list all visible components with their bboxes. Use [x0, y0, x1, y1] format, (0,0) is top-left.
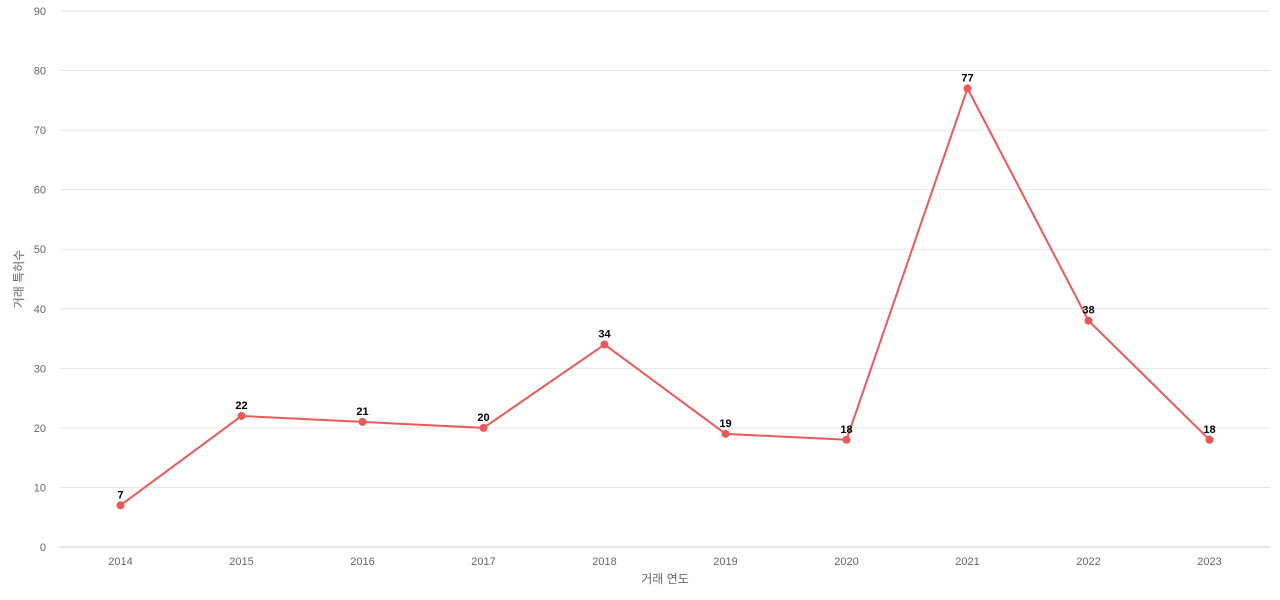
- x-tick-label: 2021: [955, 556, 979, 568]
- data-label: 77: [961, 72, 973, 84]
- data-labels: 7 22 21 20 34 19 18 77 38 18: [117, 72, 1215, 501]
- y-tick-label: 10: [34, 482, 46, 494]
- x-axis-title: 거래 연도: [641, 572, 689, 586]
- grid-lines: [60, 10, 1270, 548]
- data-point[interactable]: [1084, 316, 1093, 325]
- y-tick-label: 60: [34, 185, 46, 197]
- data-label: 18: [840, 424, 852, 436]
- data-point[interactable]: [963, 84, 972, 93]
- y-tick-label: 20: [34, 423, 46, 435]
- y-tick-label: 30: [34, 363, 46, 375]
- data-label: 21: [356, 406, 368, 418]
- data-point[interactable]: [600, 340, 609, 349]
- y-tick-label: 90: [34, 6, 46, 18]
- y-axis-title: 거래 특허수: [12, 250, 26, 309]
- x-tick-label: 2014: [108, 556, 132, 568]
- data-label: 19: [719, 418, 731, 430]
- y-axis-ticks: 0 10 20 30 40 50 60 70 80 90: [34, 6, 46, 554]
- data-point[interactable]: [479, 423, 488, 432]
- x-tick-label: 2023: [1197, 556, 1221, 568]
- x-tick-label: 2016: [350, 556, 374, 568]
- series-line: [119, 87, 1211, 507]
- data-label: 18: [1203, 424, 1215, 436]
- data-point[interactable]: [1205, 435, 1214, 444]
- x-axis-ticks: 2014 2015 2016 2017 2018 2019 2020 2021 2022 2023: [108, 556, 1221, 568]
- y-tick-label: 50: [34, 244, 46, 256]
- x-tick-label: 2019: [713, 556, 737, 568]
- data-label: 22: [235, 400, 247, 412]
- y-tick-label: 40: [34, 304, 46, 316]
- data-label: 34: [598, 329, 611, 341]
- y-tick-label: 0: [40, 542, 46, 554]
- x-tick-label: 2017: [471, 556, 495, 568]
- y-tick-label: 70: [34, 125, 46, 137]
- data-point[interactable]: [721, 429, 730, 438]
- y-tick-label: 80: [34, 66, 46, 78]
- data-point[interactable]: [237, 411, 246, 420]
- data-point[interactable]: [842, 435, 851, 444]
- data-label: 7: [117, 489, 123, 501]
- data-point[interactable]: [358, 417, 367, 426]
- x-tick-label: 2015: [229, 556, 253, 568]
- data-label: 20: [477, 412, 489, 424]
- x-tick-label: 2018: [592, 556, 616, 568]
- data-point[interactable]: [116, 501, 125, 510]
- x-tick-label: 2022: [1076, 556, 1100, 568]
- series-group: [116, 84, 1214, 510]
- x-tick-label: 2020: [834, 556, 858, 568]
- data-label: 38: [1082, 305, 1094, 317]
